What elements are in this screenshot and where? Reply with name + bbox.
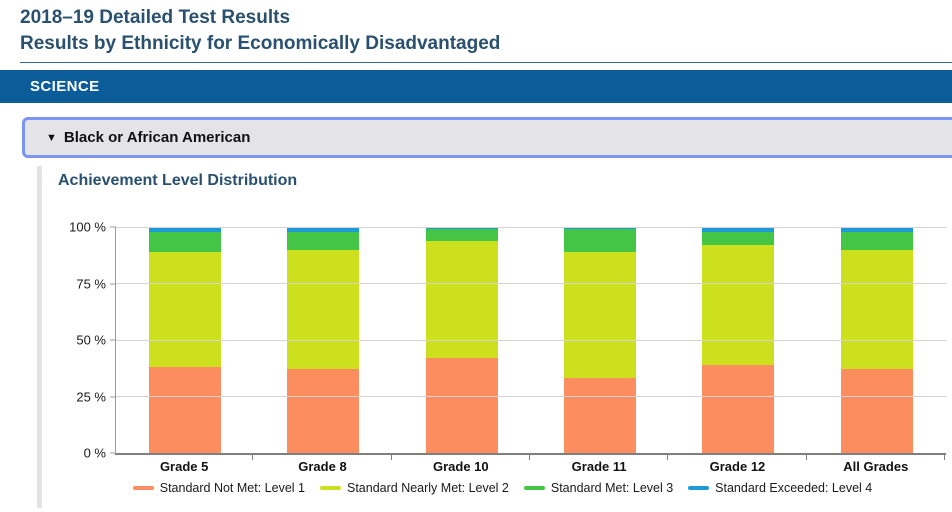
bar-segment[interactable] [840,369,913,453]
x-axis-ticks [115,455,945,461]
y-axis-label: 100 % [69,219,106,235]
bar-segment[interactable] [702,231,775,246]
chart-section-heading: Achievement Level Distribution [58,172,298,189]
content-panel-left-border [37,166,42,508]
plot-area: 0 % 25 % 50 % 75 % 100 % [69,220,946,461]
bar-segment[interactable] [149,227,222,232]
legend-item[interactable]: Standard Nearly Met: Level 2 [319,481,509,495]
stacked-bar-grade-12[interactable] [702,227,775,453]
x-axis-label: All Grades [843,459,909,474]
x-axis-labels: Grade 5 Grade 8 Grade 10 Grade 11 Grade 12 Al… [115,459,945,474]
x-axis-tick [667,455,669,460]
y-axis-tick [110,226,116,228]
bar-segment[interactable] [840,227,913,232]
subject-banner-label: SCIENCE [30,78,100,95]
legend-item[interactable]: Standard Met: Level 3 [523,481,674,495]
x-axis-tick [944,455,945,460]
bar-segment[interactable] [287,231,360,250]
bar-segment[interactable] [287,249,360,370]
bar-segment[interactable] [149,251,222,368]
y-axis-label: 0 % [83,445,106,461]
page-subtitle: Results by Ethnicity for Economically Di… [20,33,501,54]
stacked-bar-grade-11[interactable] [564,227,637,453]
legend-label: Standard Met: Level 3 [550,481,674,495]
legend-label: Standard Nearly Met: Level 2 [346,481,509,495]
title-divider [20,62,952,63]
bar-segment[interactable] [425,229,498,241]
bar-segment[interactable] [149,231,222,252]
gridline-75 [116,283,946,284]
x-axis-tick [529,455,530,460]
bar-segment[interactable] [564,251,637,379]
bar-segment[interactable] [702,245,775,365]
gridline-25 [116,396,946,397]
bar-segment[interactable] [425,227,498,230]
legend-swatch-icon [523,486,545,490]
bar-segment[interactable] [564,378,637,453]
x-axis-label: Grade 10 [432,459,489,474]
x-axis-tick [252,455,254,460]
x-axis-label: Grade 11 [571,459,627,474]
stacked-bar-grade-10[interactable] [425,227,498,453]
stacked-bar-grade-8[interactable] [287,227,360,453]
y-axis-tick [110,283,116,284]
gridline-50 [116,339,946,341]
legend-label: Standard Exceeded: Level 4 [715,481,873,495]
page-title: 2018–19 Detailed Test Results [20,7,291,28]
legend-swatch-icon [688,486,710,490]
y-axis-tick [110,396,116,397]
bar-segment[interactable] [840,231,913,250]
bar-segment[interactable] [425,358,498,453]
x-axis-label: Grade 12 [709,459,766,474]
bar-segment[interactable] [564,227,637,230]
bar-segment[interactable] [425,240,498,359]
page-title-block: 2018–19 Detailed Test Results Results by… [20,5,500,57]
legend-label: Standard Not Met: Level 1 [159,481,305,495]
x-axis-label: Grade 5 [159,459,209,474]
bar-segment[interactable] [287,227,360,232]
y-axis-tick [110,339,116,341]
bar-segment[interactable] [840,249,913,370]
bars-container [116,227,946,453]
bar-segment[interactable] [564,229,637,252]
stacked-bar-grade-5[interactable] [149,227,222,453]
y-axis-label: 25 % [76,389,106,404]
collapse-triangle-icon: ▼ [46,131,57,144]
stacked-bar-all-grades[interactable] [840,227,913,453]
bar-segment[interactable] [702,227,775,232]
y-axis-tick [110,452,116,454]
legend-item[interactable]: Standard Not Met: Level 1 [132,481,305,495]
chart-legend: Standard Not Met: Level 1 Standard Nearly… [60,481,945,495]
x-axis-label: Grade 8 [298,459,347,474]
x-axis-tick [805,455,807,460]
ethnicity-accordion-header[interactable]: ▼ Black or African American [22,117,952,158]
legend-swatch-icon [132,486,154,490]
gridline-100 [116,226,946,228]
y-axis-label: 50 % [76,332,106,348]
subject-banner: SCIENCE [0,70,952,103]
x-axis-tick [390,455,392,460]
legend-swatch-icon [319,486,341,490]
bar-segment[interactable] [702,364,775,453]
bar-segment[interactable] [149,367,222,453]
y-axis-label: 75 % [76,276,106,291]
legend-item[interactable]: Standard Exceeded: Level 4 [688,481,872,495]
bar-segment[interactable] [287,369,360,453]
ethnicity-accordion-label: Black or African American [63,129,251,146]
